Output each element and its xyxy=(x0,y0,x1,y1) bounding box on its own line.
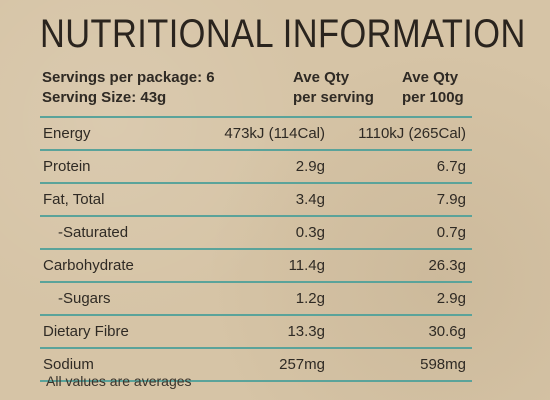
row-per-100g-value: 2.9g xyxy=(436,290,466,307)
row-per-serving-value: 1.2g xyxy=(295,290,325,307)
column-header-per-serving-line1: Ave Qty xyxy=(293,69,350,86)
row-per-serving-value: 13.3g xyxy=(287,323,325,340)
row-label: Carbohydrate xyxy=(43,257,134,274)
table-row-saturated: -Saturated 0.3g 0.7g xyxy=(40,217,472,250)
row-label: Dietary Fibre xyxy=(43,323,129,340)
servings-per-package: Servings per package: 6 xyxy=(42,69,215,86)
table-row-dietary-fibre: Dietary Fibre 13.3g 30.6g xyxy=(40,316,472,349)
row-label: Fat, Total xyxy=(43,191,105,208)
row-per-serving-value: 3.4g xyxy=(295,191,325,208)
column-header-per-serving: Ave Qty per serving xyxy=(293,68,374,108)
table-top-divider xyxy=(40,116,472,118)
row-per-100g-value: 0.7g xyxy=(436,224,466,241)
table-row-sugars: -Sugars 1.2g 2.9g xyxy=(40,283,472,316)
row-label: -Saturated xyxy=(58,224,129,241)
column-header-per-100g-line1: Ave Qty xyxy=(402,69,459,86)
column-header-per-serving-line2: per serving xyxy=(293,89,374,106)
row-per-100g-value: 26.3g xyxy=(428,257,466,274)
row-per-100g-value: 598mg xyxy=(420,356,466,373)
table-row-protein: Protein 2.9g 6.7g xyxy=(40,151,472,184)
row-per-100g-value: 1110kJ (265Cal) xyxy=(358,125,466,142)
page-title: NUTRITIONAL INFORMATION xyxy=(40,12,526,56)
row-per-100g-value: 7.9g xyxy=(436,191,466,208)
serving-size: Serving Size: 43g xyxy=(42,89,167,106)
row-per-serving-value: 11.4g xyxy=(288,257,325,274)
row-per-serving-value: 0.3g xyxy=(295,224,325,241)
row-label: -Sugars xyxy=(58,290,111,307)
table-row-energy: Energy 473kJ (114Cal) 1110kJ (265Cal) xyxy=(40,118,472,151)
table-row-carbohydrate: Carbohydrate 11.4g 26.3g xyxy=(40,250,472,283)
footnote: All values are averages xyxy=(46,373,192,389)
table-row-sodium: Sodium 257mg 598mg xyxy=(40,349,472,382)
table-row-fat-total: Fat, Total 3.4g 7.9g xyxy=(40,184,472,217)
row-label: Energy xyxy=(43,125,91,142)
row-per-100g-value: 6.7g xyxy=(436,158,466,175)
row-per-serving-value: 2.9g xyxy=(295,158,325,175)
row-label: Protein xyxy=(43,158,91,175)
nutrition-table: Energy 473kJ (114Cal) 1110kJ (265Cal) Pr… xyxy=(40,118,472,382)
row-label: Sodium xyxy=(43,356,94,373)
serving-info: Servings per package: 6 Serving Size: 43… xyxy=(42,68,215,108)
row-per-serving-value: 257mg xyxy=(279,356,325,373)
column-header-per-100g: Ave Qty per 100g xyxy=(402,68,464,108)
column-header-per-100g-line2: per 100g xyxy=(402,89,464,106)
row-per-serving-value: 473kJ (114Cal) xyxy=(224,125,325,142)
row-per-100g-value: 30.6g xyxy=(428,323,466,340)
